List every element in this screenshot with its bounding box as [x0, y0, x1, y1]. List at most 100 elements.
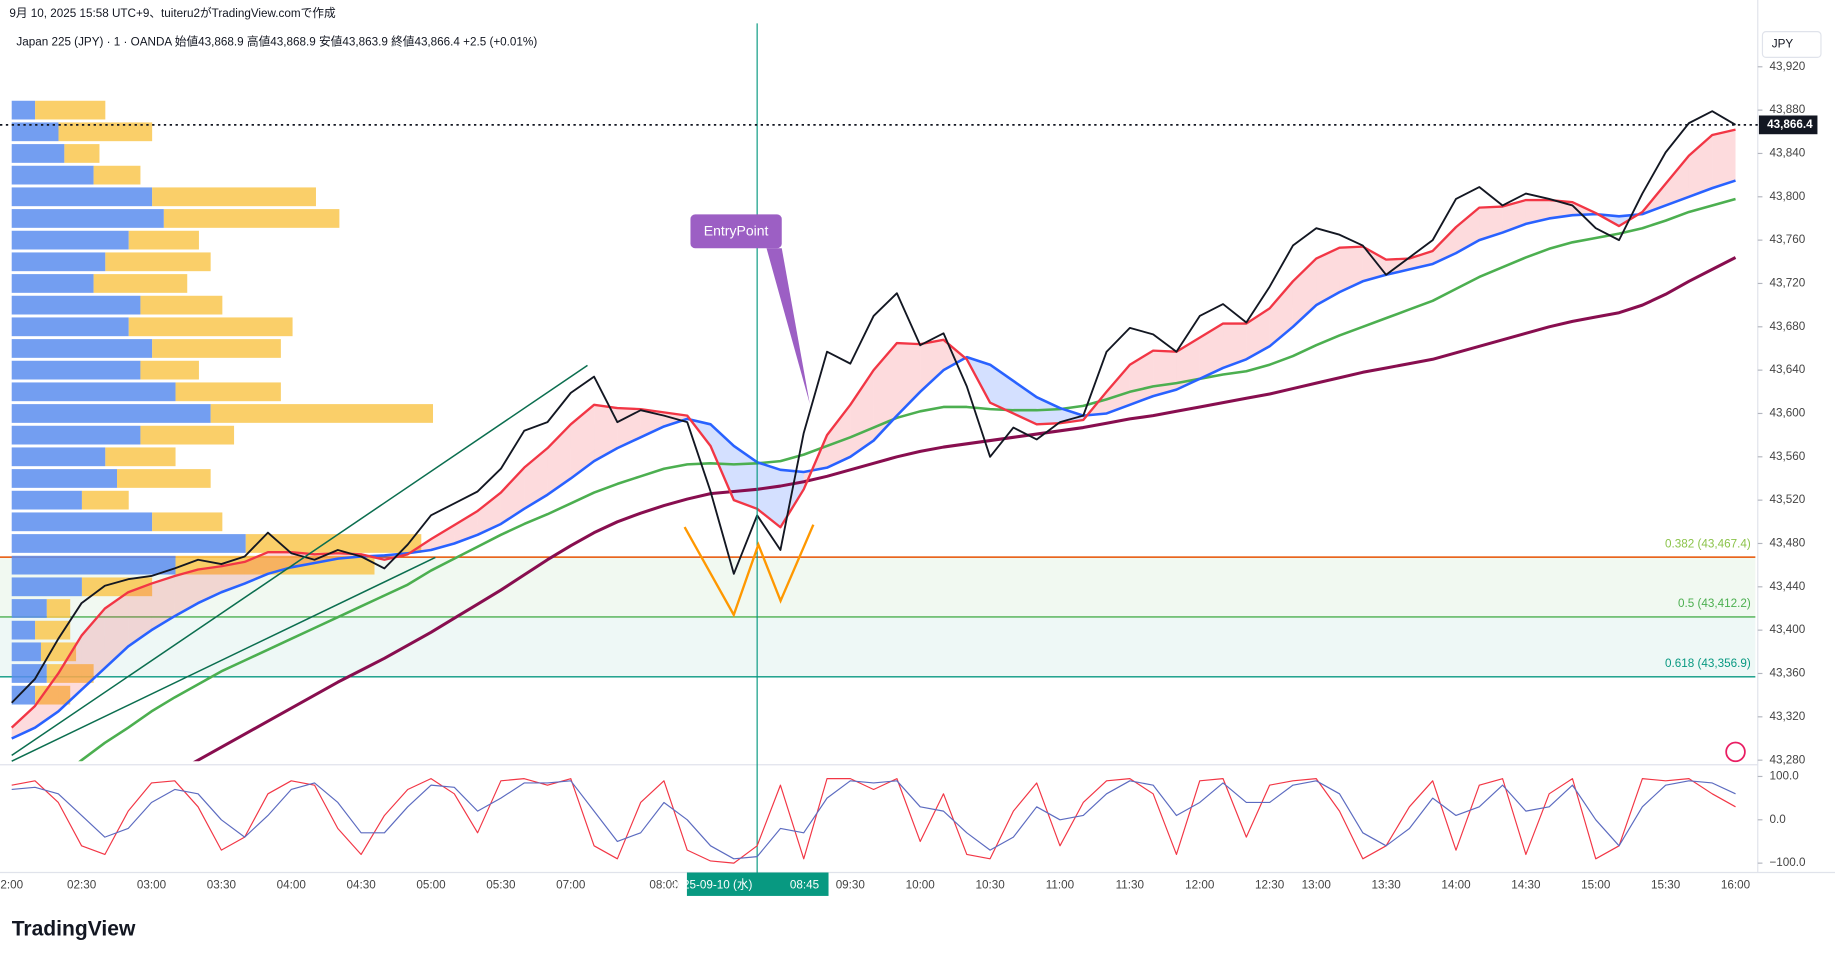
- x-tick-label: 12:00: [1185, 878, 1215, 891]
- profile-up: [11, 685, 36, 705]
- x-tick-label: 13:30: [1371, 878, 1401, 891]
- ma-cloud: [1502, 200, 1526, 233]
- x-tick-label: 14:00: [1441, 878, 1471, 891]
- profile-down: [81, 490, 129, 510]
- line-series: [192, 256, 1737, 762]
- ma-cloud: [151, 575, 175, 631]
- profile-down: [46, 664, 94, 683]
- line-series: [11, 110, 1736, 704]
- profile-down: [152, 187, 316, 207]
- x-tick-label: 15:00: [1581, 878, 1611, 891]
- ma-cloud: [1223, 323, 1247, 368]
- x-tick-label: 08:00: [649, 878, 679, 891]
- ma-cloud: [547, 424, 571, 495]
- profile-down: [210, 404, 434, 423]
- ma-cloud: [1199, 323, 1224, 379]
- x-tick-label: 10:30: [975, 878, 1005, 891]
- ma-cloud: [314, 553, 338, 563]
- x-tick-label: 14:30: [1511, 878, 1541, 891]
- ma-cloud: [757, 462, 781, 528]
- profile-down: [163, 209, 340, 228]
- profile-up: [11, 252, 106, 272]
- x-tick-label: 02:30: [67, 878, 97, 891]
- osc-tick-label: 0.0: [1769, 813, 1786, 826]
- ma-cloud: [1455, 207, 1480, 254]
- ma-cloud: [104, 592, 129, 669]
- currency-box[interactable]: [1761, 31, 1822, 58]
- entry-label-box[interactable]: [690, 214, 782, 249]
- plot-area: [0, 100, 1756, 762]
- profile-down: [152, 339, 281, 358]
- ma-cloud: [780, 469, 804, 528]
- profile-down: [128, 230, 199, 250]
- x-tick-label: 04:00: [277, 878, 307, 891]
- x-tick-label: 2:00: [0, 878, 23, 891]
- y-tick-label: 43,360: [1769, 667, 1805, 680]
- ma-cloud: [1013, 380, 1037, 425]
- trend-line: [11, 556, 436, 762]
- ma-cloud: [174, 569, 199, 617]
- crosshair-date: 2025-09-10 (水): [670, 878, 753, 891]
- y-tick-label: 43,520: [1769, 493, 1805, 506]
- profile-down: [152, 512, 223, 532]
- ma-cloud: [640, 409, 664, 438]
- x-tick-label: 03:00: [137, 878, 167, 891]
- profile-up: [11, 339, 153, 358]
- entry-pointer: [766, 248, 810, 405]
- profile-up: [11, 404, 211, 423]
- profile-up: [11, 317, 129, 337]
- profile-up: [11, 599, 47, 618]
- profile-down: [40, 642, 77, 662]
- profile-up: [11, 360, 141, 380]
- trend-line: [11, 364, 588, 757]
- y-tick-label: 43,320: [1769, 710, 1805, 723]
- ma-cloud: [1479, 206, 1503, 241]
- fib-label: 0.382 (43,467.4): [1665, 537, 1751, 550]
- line-series: [11, 778, 1736, 864]
- ma-cloud: [1525, 200, 1550, 224]
- ma-cloud: [920, 339, 944, 392]
- x-tick-label: 05:30: [486, 878, 516, 891]
- profile-up: [11, 230, 129, 250]
- profile-down: [175, 382, 281, 402]
- profile-up: [11, 187, 153, 207]
- profile-up: [11, 620, 36, 640]
- ma-cloud: [58, 635, 82, 712]
- osc-tick-label: −100.0: [1769, 856, 1806, 869]
- ma-cloud: [594, 404, 618, 462]
- x-tick-label: 16:00: [1721, 878, 1751, 891]
- y-tick-label: 43,880: [1769, 103, 1805, 116]
- ma-cloud: [128, 583, 152, 647]
- ma-cloud: [827, 404, 851, 468]
- profile-down: [140, 295, 223, 315]
- profile-up: [11, 122, 59, 142]
- ma-cloud: [1665, 155, 1689, 206]
- ma-cloud: [710, 424, 734, 501]
- ma-cloud: [733, 445, 758, 509]
- ma-cloud: [1176, 337, 1200, 390]
- x-tick-label: 07:00: [556, 878, 586, 891]
- ma-cloud: [477, 492, 501, 535]
- y-tick-label: 43,280: [1769, 753, 1805, 766]
- alert-icon[interactable]: [1725, 741, 1746, 763]
- ma-cloud: [1316, 247, 1340, 306]
- crosshair-label-box: [686, 872, 829, 896]
- ma-cloud: [1712, 129, 1736, 189]
- ma-cloud: [11, 705, 35, 739]
- profile-up: [11, 295, 141, 315]
- last-price-label: 43,866.4: [1767, 118, 1813, 131]
- profile-up: [11, 447, 106, 467]
- profile-down: [140, 360, 199, 380]
- x-tick-label: 03:30: [207, 878, 237, 891]
- line-series: [78, 197, 1736, 762]
- line-series: [10, 128, 1736, 729]
- y-tick-label: 43,760: [1769, 233, 1805, 246]
- y-tick-label: 43,840: [1769, 147, 1805, 160]
- x-tick-label: 10:00: [906, 878, 936, 891]
- y-tick-label: 43,920: [1769, 60, 1805, 73]
- fib-zone: [0, 616, 1756, 677]
- x-tick-label: 09:30: [836, 878, 866, 891]
- fib-label: 0.5 (43,412.2): [1678, 597, 1751, 610]
- profile-up: [11, 534, 246, 553]
